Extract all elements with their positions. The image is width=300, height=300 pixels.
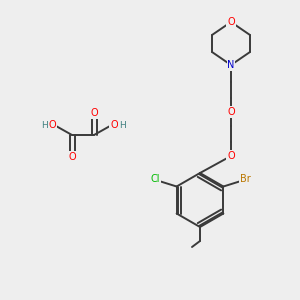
Text: O: O	[68, 152, 76, 162]
Text: O: O	[227, 151, 235, 161]
Text: O: O	[48, 120, 56, 130]
Text: H: H	[118, 121, 125, 130]
Text: O: O	[110, 120, 118, 130]
Text: O: O	[90, 108, 98, 118]
Text: O: O	[227, 107, 235, 117]
Text: O: O	[227, 17, 235, 27]
Text: N: N	[227, 60, 235, 70]
Text: Br: Br	[240, 175, 251, 184]
Text: H: H	[40, 121, 47, 130]
Text: Cl: Cl	[151, 175, 160, 184]
